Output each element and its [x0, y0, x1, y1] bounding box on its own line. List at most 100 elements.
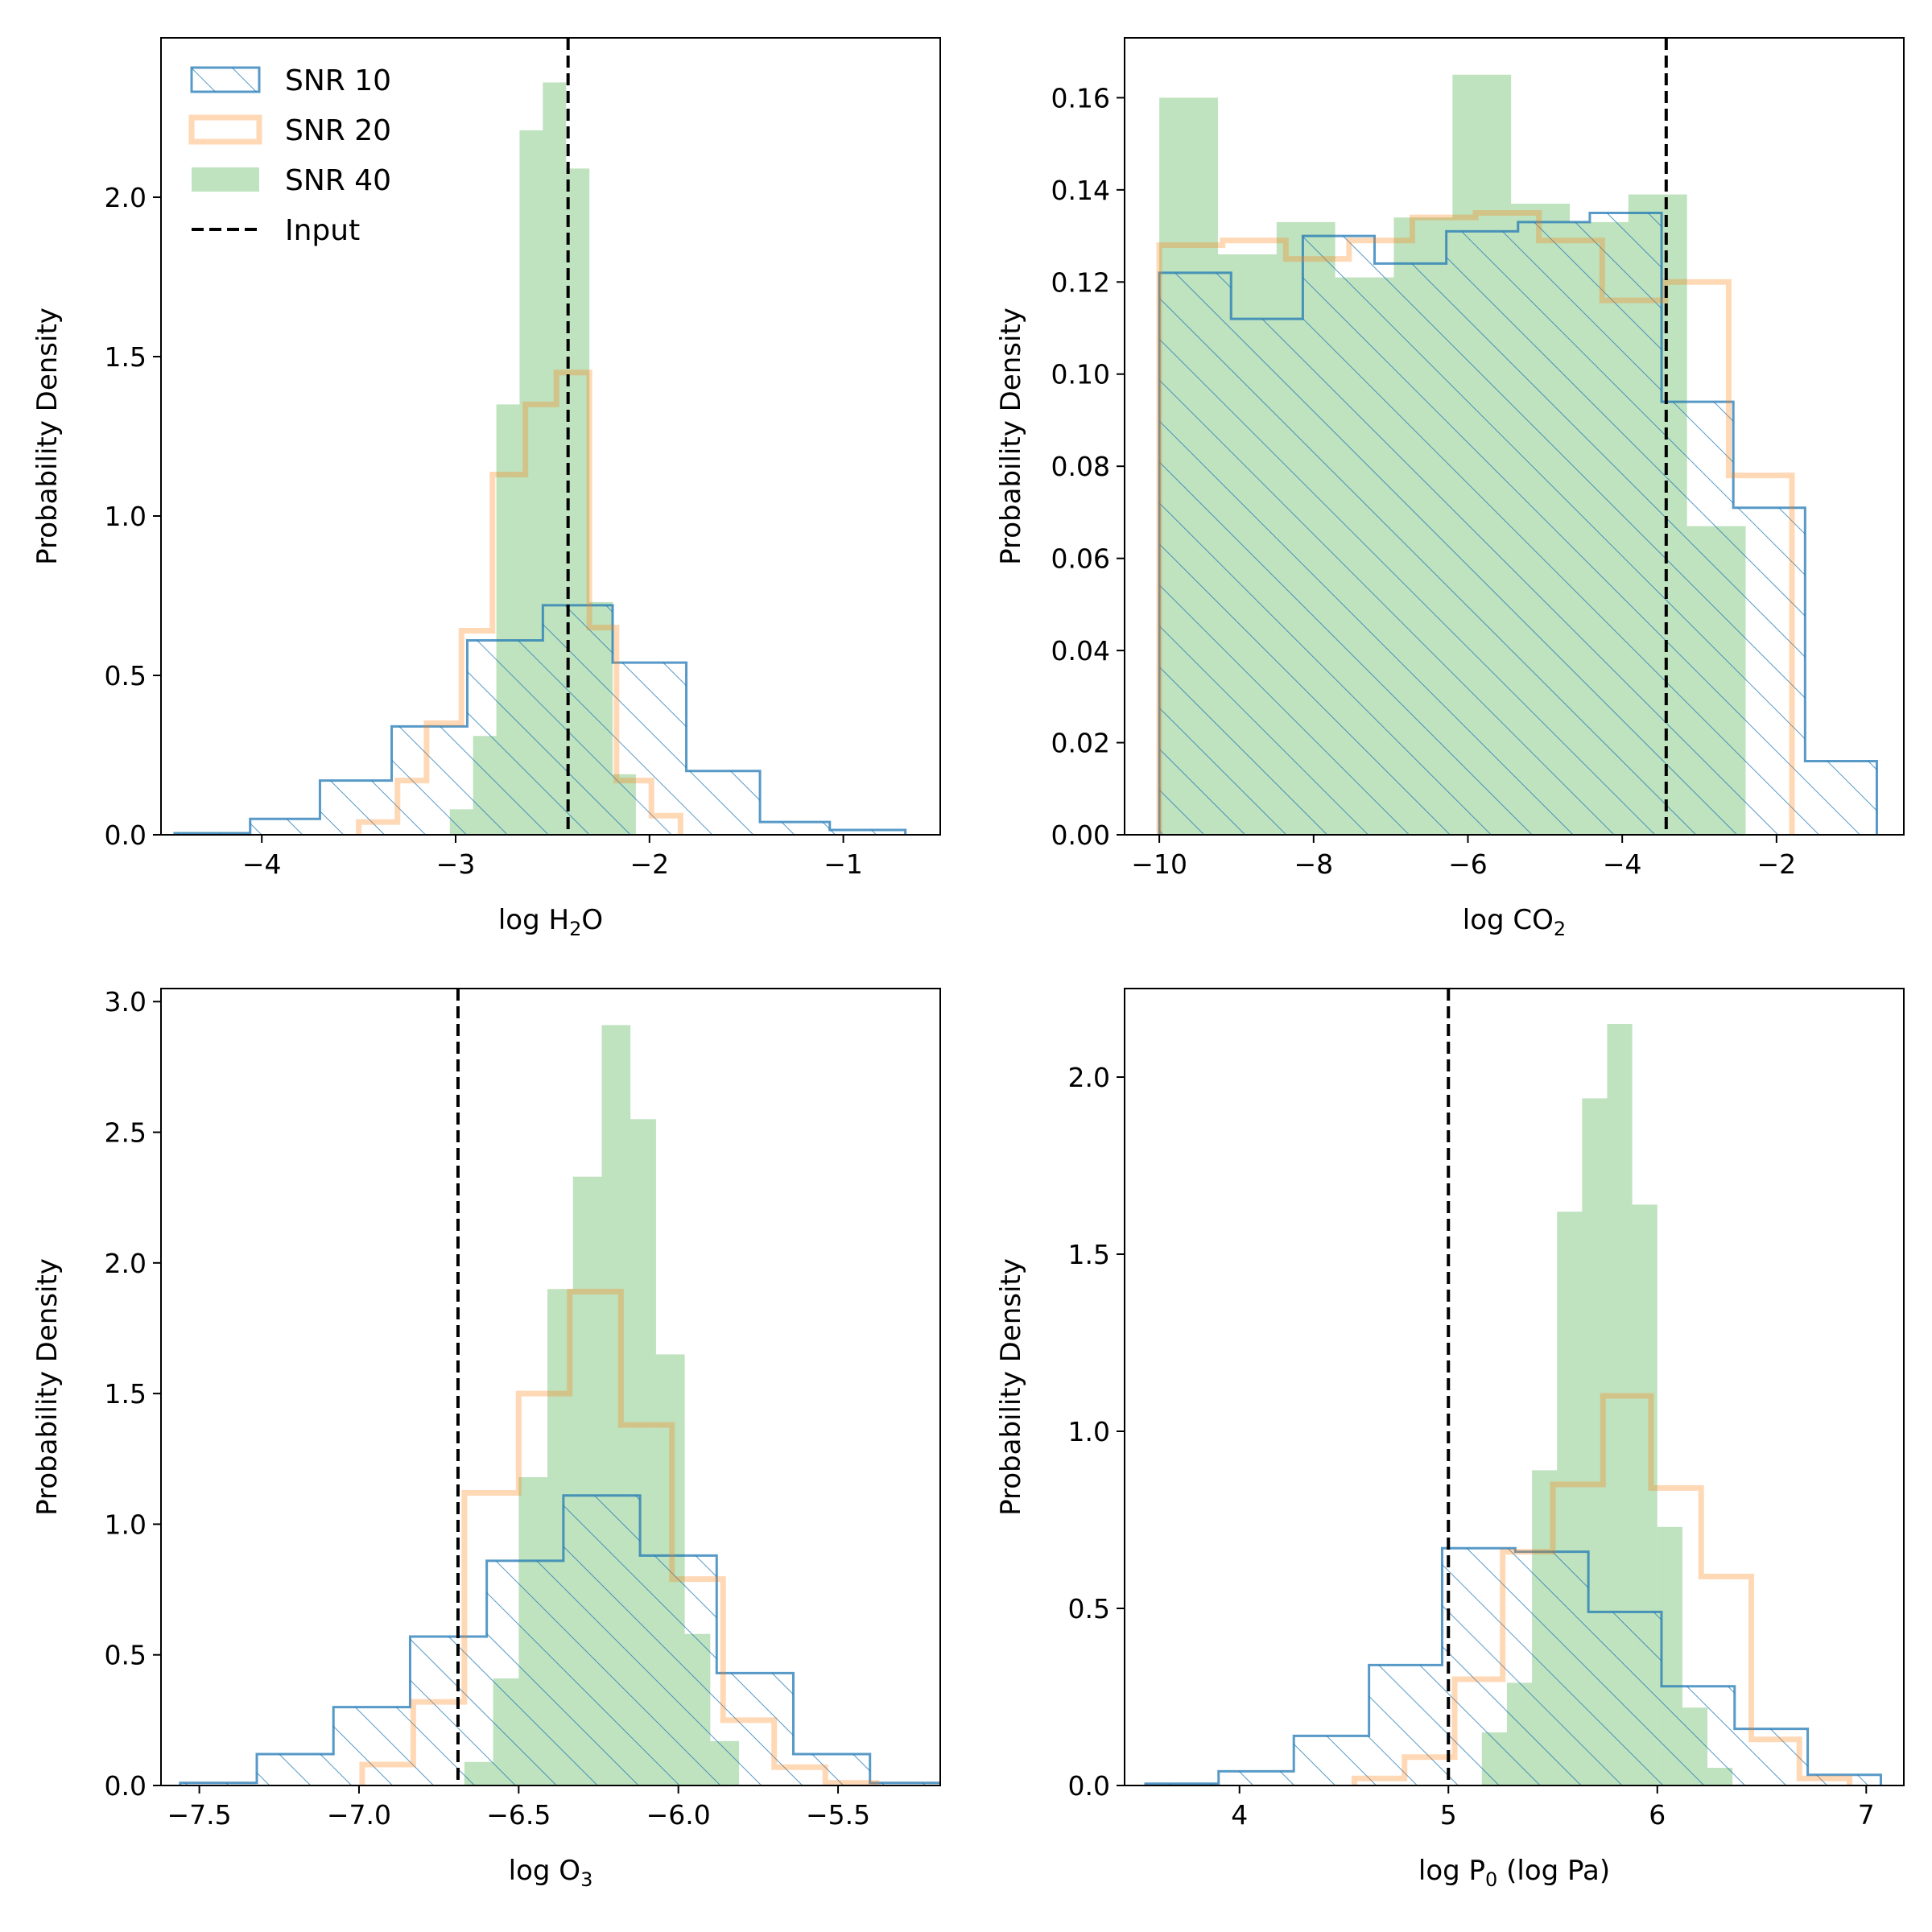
snr10-bar [320, 780, 392, 835]
x-axis-label-main: log P [1418, 1855, 1485, 1887]
y-tick-label: 0.10 [1051, 359, 1110, 390]
y-tick-label: 0.00 [1051, 819, 1110, 851]
plot-area [179, 989, 940, 1785]
snr10-bar [1517, 221, 1590, 835]
snr10-bar [1588, 1612, 1662, 1785]
snr10-bar [716, 1673, 794, 1785]
axes-frame [1124, 988, 1905, 1786]
snr10-bar [333, 1707, 411, 1785]
x-axis-label-subscript: 0 [1485, 1868, 1497, 1891]
snr10-bar [1218, 1771, 1294, 1785]
snr10-bar [686, 770, 761, 835]
snr10-outline [1158, 211, 1878, 835]
y-tick-label: 2.5 [105, 1117, 147, 1149]
legend-item: Input [192, 214, 360, 247]
panel-3: −7.5 −7.0 −6.5 −6.0 −5.5 0.0 0.5 1.0 1.5 2.0 2.5 3.… [31, 986, 941, 1891]
snr10-bar [1368, 1665, 1443, 1785]
snr10-bar [1231, 319, 1303, 835]
snr10-bar [1446, 231, 1518, 835]
legend-swatch-snr20 [188, 114, 262, 145]
panel-4: 4 5 6 7 0.0 0.5 1.0 1.5 2.0 log P0 (log Pa) Probab… [995, 988, 1905, 1891]
y-tick-label: 1.0 [105, 501, 147, 532]
snr10-bar [543, 605, 613, 835]
snr10-bar [1807, 1774, 1881, 1785]
snr10-outline [173, 604, 907, 835]
snr10-bar [410, 1636, 487, 1785]
legend-item: SNR 10 [190, 64, 391, 97]
snr10-bar [1589, 213, 1662, 835]
y-tick-label: 0.0 [1068, 1770, 1110, 1802]
legend-label: SNR 20 [285, 114, 391, 147]
snr10-bar [869, 1782, 940, 1785]
snr10-bar [1515, 1551, 1589, 1785]
y-tick-label: 2.0 [1068, 1062, 1110, 1093]
y-tick-label: 0.5 [105, 1640, 147, 1671]
legend-swatch-snr40 [192, 167, 259, 192]
y-tick-label: 1.0 [105, 1509, 147, 1540]
y-tick-label: 0.5 [1068, 1593, 1110, 1624]
x-tick-label: 4 [1231, 1799, 1248, 1831]
x-axis-label-main: log CO [1463, 904, 1554, 936]
legend-label: SNR 10 [285, 64, 391, 97]
y-tick-label: 1.5 [105, 341, 147, 373]
plot-area [1144, 989, 1882, 1785]
snr10-bar [829, 830, 906, 835]
x-tick-label: −8 [1294, 848, 1333, 880]
snr10-bar [640, 1555, 717, 1785]
legend-item: SNR 20 [188, 114, 391, 147]
snr10-bar [1734, 1728, 1808, 1785]
axes-frame [160, 988, 941, 1786]
y-tick-label: 0.12 [1051, 266, 1110, 298]
y-tick-label: 0.0 [105, 819, 147, 851]
snr10-bar [1733, 507, 1806, 835]
x-axis-label-tail: (log Pa) [1497, 1855, 1610, 1887]
x-axis-label: log O3 [509, 1855, 593, 1891]
axes-frame [1124, 37, 1905, 836]
snr20-outline [356, 369, 683, 835]
plot-area [1156, 38, 1878, 835]
snr20-outline [1156, 209, 1795, 835]
x-tick-label: 7 [1858, 1799, 1875, 1831]
legend-swatch-snr10 [190, 66, 261, 93]
y-axis-label: Probability Density [31, 1258, 64, 1516]
x-tick-label: −5.5 [806, 1799, 870, 1831]
x-tick-label: −2 [630, 848, 669, 880]
snr10-bar [1302, 236, 1375, 835]
x-tick-label: −6.0 [646, 1799, 711, 1831]
x-axis-label-main: log H [498, 904, 569, 936]
x-tick-label: −4 [1603, 848, 1642, 880]
y-axis-label: Probability Density [31, 308, 64, 565]
x-tick-label: −7.5 [167, 1799, 232, 1831]
x-axis-label-subscript: 2 [569, 918, 581, 940]
y-tick-label: 0.08 [1051, 451, 1110, 482]
snr10-bar [1661, 1686, 1735, 1785]
snr10-outline [1144, 1546, 1882, 1785]
plot-area [173, 38, 907, 835]
snr10-bar [1805, 761, 1877, 835]
snr10-bar [563, 1495, 641, 1785]
snr10-outline [179, 1494, 940, 1785]
axes-frame [160, 37, 941, 836]
panel-2: −10 −8 −6 −4 −2 0.00 0.02 0.04 0.06 0.08 0.10 0.12 0… [995, 37, 1905, 940]
y-axis-label: Probability Density [995, 308, 1027, 565]
snr10-bar [1159, 272, 1232, 835]
legend-label: SNR 40 [285, 164, 391, 197]
y-tick-label: 0.14 [1051, 175, 1110, 206]
snr10-bar [180, 1782, 258, 1785]
x-axis-label-main: log O [509, 1855, 580, 1887]
snr10-bar [257, 1754, 334, 1785]
snr10-bar [486, 1560, 564, 1785]
snr10-bar [1374, 263, 1447, 835]
y-tick-label: 0.06 [1051, 543, 1110, 575]
snr10-bar [391, 726, 468, 835]
x-tick-label: −6.5 [486, 1799, 551, 1831]
snr10-bar [760, 822, 830, 835]
snr10-bar [1662, 402, 1734, 835]
y-tick-label: 0.5 [105, 660, 147, 691]
y-tick-label: 2.0 [105, 182, 147, 213]
legend: SNR 10 SNR 20 SNR 40 Input [188, 64, 391, 247]
y-tick-label: 0.02 [1051, 728, 1110, 759]
x-tick-label: −6 [1448, 848, 1488, 880]
